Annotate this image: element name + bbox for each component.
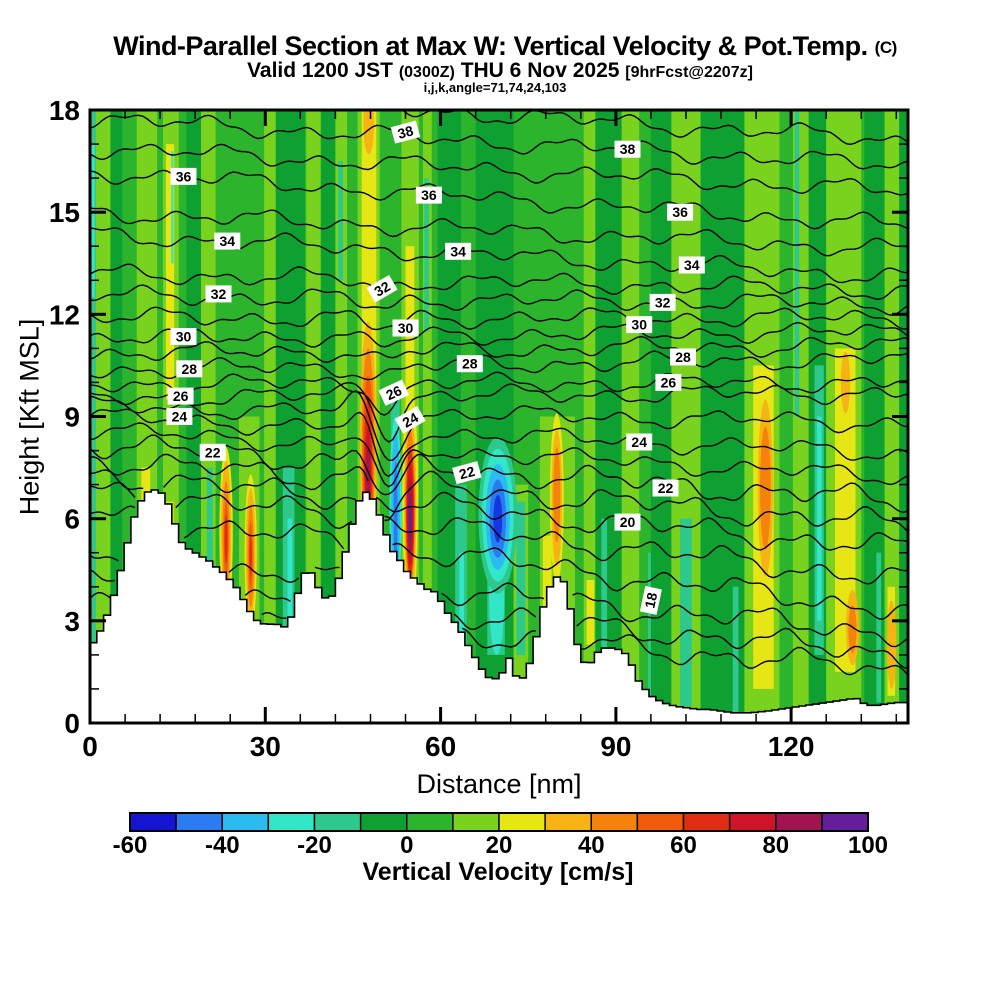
svg-text:36: 36 — [421, 187, 437, 203]
colorbar-tick-label: 0 — [400, 832, 413, 859]
y-axis-title: Height [Kft MSL] — [14, 318, 45, 516]
x-tick-label: 90 — [600, 731, 631, 762]
colorbar-tick-label: 60 — [670, 832, 697, 859]
svg-text:30: 30 — [176, 329, 192, 345]
y-tick-label: 12 — [49, 299, 80, 330]
valid-time-z: (0300Z) — [398, 64, 455, 81]
y-tick-label: 9 — [64, 402, 80, 433]
svg-text:26: 26 — [661, 374, 677, 390]
y-tick-label: 15 — [49, 197, 80, 228]
valid-date: THU 6 Nov 2025 — [454, 59, 626, 82]
svg-text:22: 22 — [205, 444, 221, 460]
svg-text:28: 28 — [182, 361, 198, 377]
svg-text:32: 32 — [655, 294, 671, 310]
y-tick-label: 6 — [64, 504, 80, 535]
svg-text:32: 32 — [371, 278, 393, 300]
svg-text:38: 38 — [620, 141, 636, 157]
contour-labels: 38 38 36 36 36 34 34 34 32 32 32 30 30 30 28 28 28 26 26 26… — [166, 120, 705, 615]
x-tick-label: 60 — [425, 731, 456, 762]
svg-text:32: 32 — [211, 286, 227, 302]
forecast-tag: [9hrFcst@2207z] — [625, 64, 753, 81]
svg-text:36: 36 — [672, 204, 688, 220]
y-tick-label: 0 — [64, 708, 80, 739]
svg-text:18: 18 — [641, 591, 660, 610]
grid-meta-line: i,j,k,angle=71,74,24,103 — [423, 80, 567, 95]
valid-time: Valid 1200 JST — [247, 59, 399, 82]
x-axis-title: Distance [nm] — [416, 769, 582, 799]
svg-text:26: 26 — [173, 388, 189, 404]
svg-text:28: 28 — [675, 349, 691, 365]
svg-text:30: 30 — [398, 320, 414, 336]
title-text: Wind-Parallel Section at Max W: Vertical… — [113, 31, 875, 61]
colorbar-tick-label: 80 — [762, 832, 789, 859]
colorbar: -60 -40 -20 0 20 40 60 80 100 — [113, 812, 888, 859]
svg-text:36: 36 — [176, 168, 192, 184]
colorbar-tick-label: 100 — [848, 832, 888, 859]
svg-text:20: 20 — [620, 514, 636, 530]
y-tick-label: 18 — [49, 95, 80, 126]
colorbar-caption: Vertical Velocity [cm/s] — [362, 858, 634, 886]
x-tick-label: 30 — [250, 731, 281, 762]
x-tick-label: 0 — [82, 731, 98, 762]
svg-text:34: 34 — [450, 243, 466, 259]
colorbar-tick-label: -40 — [205, 832, 240, 859]
title-units: (C) — [874, 38, 898, 57]
svg-text:24: 24 — [631, 434, 647, 450]
page-title: Wind-Parallel Section at Max W: Vertical… — [0, 31, 1000, 62]
colorbar-tick-label: 40 — [578, 832, 605, 859]
colorbar-tick-label: -20 — [297, 832, 332, 859]
svg-text:34: 34 — [220, 233, 236, 249]
x-tick-label: 120 — [768, 731, 815, 762]
svg-text:30: 30 — [631, 317, 647, 333]
svg-text:22: 22 — [658, 480, 674, 496]
y-tick-label: 3 — [64, 606, 80, 637]
svg-text:28: 28 — [462, 356, 478, 372]
svg-text:22: 22 — [457, 463, 476, 483]
svg-text:24: 24 — [399, 409, 421, 431]
colorbar-tick-label: 20 — [486, 832, 513, 859]
svg-text:26: 26 — [383, 382, 404, 403]
subtitle: Valid 1200 JST (0300Z) THU 6 Nov 2025 [9… — [0, 59, 1000, 83]
colorbar-tick-label: -60 — [113, 832, 148, 859]
svg-text:38: 38 — [396, 122, 415, 142]
pot-temp-contour-lines — [90, 110, 908, 676]
svg-text:34: 34 — [684, 257, 700, 273]
svg-text:24: 24 — [172, 409, 188, 425]
terrain-profile — [90, 489, 908, 723]
